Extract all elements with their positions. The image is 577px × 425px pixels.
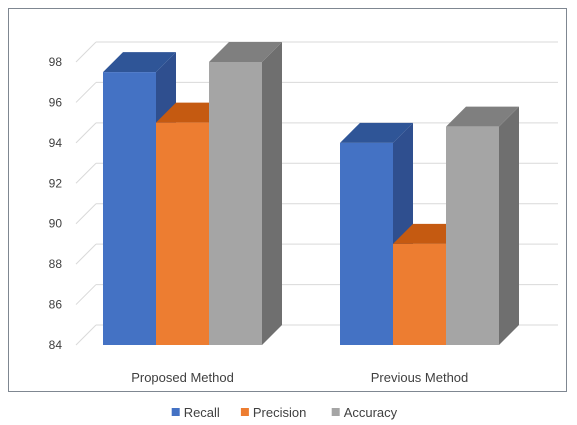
gridline-side xyxy=(75,243,97,265)
legend-swatch xyxy=(331,408,340,416)
gridline-side xyxy=(75,41,97,63)
y-tick-label: 84 xyxy=(49,338,63,352)
gridline-side xyxy=(75,162,97,184)
bar-accuracy-previous-front xyxy=(446,126,499,345)
bar-accuracy-previous-top xyxy=(446,106,519,127)
bar-accuracy-proposed-side xyxy=(262,42,282,345)
legend-label: Accuracy xyxy=(344,405,398,420)
bar-accuracy-previous-side xyxy=(499,106,519,345)
y-tick-label: 96 xyxy=(49,95,63,109)
gridline-side xyxy=(75,82,97,103)
y-tick-label: 92 xyxy=(49,176,63,190)
legend-item-accuracy: Accuracy xyxy=(331,405,398,420)
gridline-side xyxy=(75,203,97,225)
y-tick-label: 90 xyxy=(49,217,63,231)
y-tick-label: 88 xyxy=(49,257,63,271)
y-tick-label: 98 xyxy=(49,55,63,69)
x-category-label: Proposed Method xyxy=(131,370,234,385)
legend-item-precision: Precision xyxy=(240,405,306,420)
bar-accuracy-proposed xyxy=(209,42,282,345)
bar-recall-previous xyxy=(340,122,413,345)
y-tick-label: 94 xyxy=(49,136,63,150)
bar-recall-proposed-top xyxy=(103,52,176,73)
x-category-label: Previous Method xyxy=(371,370,469,385)
x-axis: Proposed Method Previous Method xyxy=(131,370,468,385)
legend: Recall Precision Accuracy xyxy=(171,405,398,420)
legend-swatch xyxy=(171,408,180,416)
bar-accuracy-proposed-front xyxy=(209,62,262,345)
bar-accuracy-proposed-top xyxy=(209,42,282,62)
bar-precision-proposed-front xyxy=(156,122,209,346)
gridline-side xyxy=(75,284,97,305)
bar-recall-proposed-front xyxy=(103,72,156,345)
bar-accuracy-previous xyxy=(446,106,519,345)
legend-label: Recall xyxy=(184,405,220,420)
legend-swatch xyxy=(240,408,249,416)
bars xyxy=(103,42,519,346)
bar-precision-previous-front xyxy=(393,243,446,345)
legend-label: Precision xyxy=(253,405,306,420)
bar-recall-previous-front xyxy=(340,142,393,345)
bar-recall-previous-top xyxy=(340,122,413,143)
gridline-side xyxy=(75,122,97,144)
legend-item-recall: Recall xyxy=(171,405,220,420)
y-axis: 84 86 88 90 92 94 96 98 xyxy=(49,55,63,352)
gridline-side xyxy=(75,324,97,346)
y-tick-label: 86 xyxy=(49,298,63,312)
